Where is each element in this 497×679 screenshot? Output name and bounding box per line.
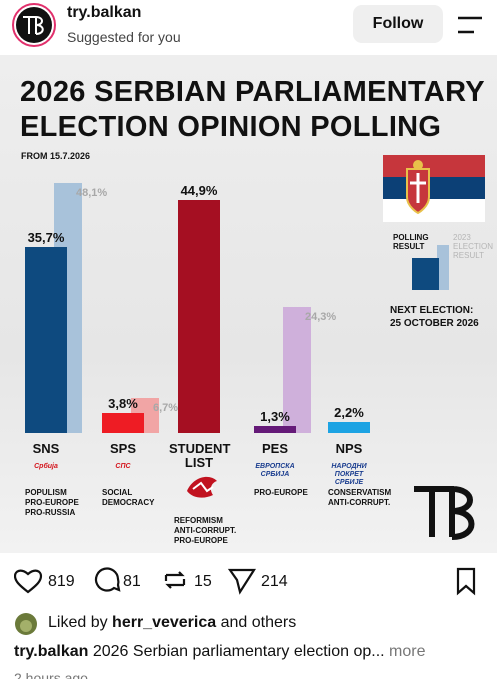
party-description: CONSERVATISM (328, 488, 392, 497)
value-label: 35,7% (27, 230, 65, 246)
chart-title: 2026 SERBIAN PARLIAMENTARY ELECTION OPIN… (20, 76, 485, 143)
menu-icon[interactable] (456, 14, 484, 36)
party-logo: Србија (34, 463, 58, 470)
value-label: 44,9% (180, 182, 218, 198)
value-label: 24,3% (305, 310, 337, 323)
caption: try.balkan 2026 Serbian parliamentary el… (14, 643, 426, 661)
student-logo (187, 476, 217, 498)
value-label: 1,3% (260, 409, 290, 425)
suggested-label: Suggested for you (67, 29, 181, 45)
party-logo: НАРОДНИ ПОКРЕТ СРБИЈЕ (331, 463, 367, 486)
party-description: POPULISM (25, 488, 67, 497)
party-logo: ЕВРОПСКА СРБИЈА (255, 463, 295, 478)
caption-user[interactable]: try.balkan (14, 643, 89, 660)
annotation: NEXT ELECTION: (390, 305, 474, 316)
liker-name[interactable]: herr_veverica (112, 614, 217, 631)
liked-suffix: and others (220, 614, 297, 631)
party-description: PRO-EUROPE (25, 498, 79, 507)
category-label: SNS (32, 441, 60, 456)
bar (283, 306, 311, 433)
bar (102, 413, 144, 433)
post-image: 2026 SERBIAN PARLIAMENTARY ELECTION OPIN… (0, 55, 497, 553)
liked-by: Liked by herr_veverica and others (48, 614, 296, 632)
repost-count[interactable]: 15 (194, 573, 212, 590)
annotation: 25 OCTOBER 2026 (390, 318, 479, 329)
more-link[interactable]: more (389, 643, 426, 660)
party-description: DEMOCRACY (102, 498, 155, 507)
party-description: PRO-RUSSIA (25, 508, 76, 517)
party-logo: СПС (115, 463, 131, 470)
caption-text: 2026 Serbian parliamentary election op..… (92, 643, 385, 660)
legend-label: 2023 ELECTION RESULT (453, 233, 494, 260)
liker-avatar[interactable] (14, 612, 38, 636)
party-description: REFORMISM (174, 516, 223, 525)
party-description: SOCIAL (102, 488, 133, 497)
category-label: NPS (335, 441, 363, 456)
chart-subtitle: FROM 15.7.2026 (21, 151, 91, 161)
value-label: 3,8% (108, 396, 138, 412)
action-icons (14, 567, 476, 596)
bar (178, 199, 220, 433)
party-description: ANTI-CORRUPT. (174, 526, 237, 535)
bar (328, 421, 370, 433)
value-label: 6,7% (153, 402, 179, 415)
party-description: ANTI-CORRUPT. (328, 498, 391, 507)
party-description: PRO-EUROPE (174, 536, 228, 545)
legend-label: POLLING RESULT (393, 233, 429, 251)
comment-count[interactable]: 81 (123, 573, 141, 590)
serbian-flag (383, 155, 485, 222)
liked-prefix: Liked by (48, 614, 108, 631)
value-label: 48,1% (76, 186, 108, 199)
share-count[interactable]: 214 (261, 573, 288, 590)
category-label: STUDENT LIST (169, 441, 231, 470)
category-label: SPS (109, 441, 136, 456)
brand-logo (414, 486, 475, 540)
value-label: 2,2% (334, 404, 364, 420)
bar (25, 247, 67, 433)
avatar[interactable] (12, 3, 56, 47)
like-count[interactable]: 819 (48, 573, 75, 590)
legend-swatches (412, 245, 449, 290)
username[interactable]: try.balkan (67, 4, 142, 21)
category-label: PES (261, 441, 288, 456)
party-description: PRO-EUROPE (254, 488, 308, 497)
timestamp: 2 hours ago (14, 670, 88, 679)
bar (254, 426, 296, 433)
follow-button[interactable]: Follow (353, 5, 443, 43)
